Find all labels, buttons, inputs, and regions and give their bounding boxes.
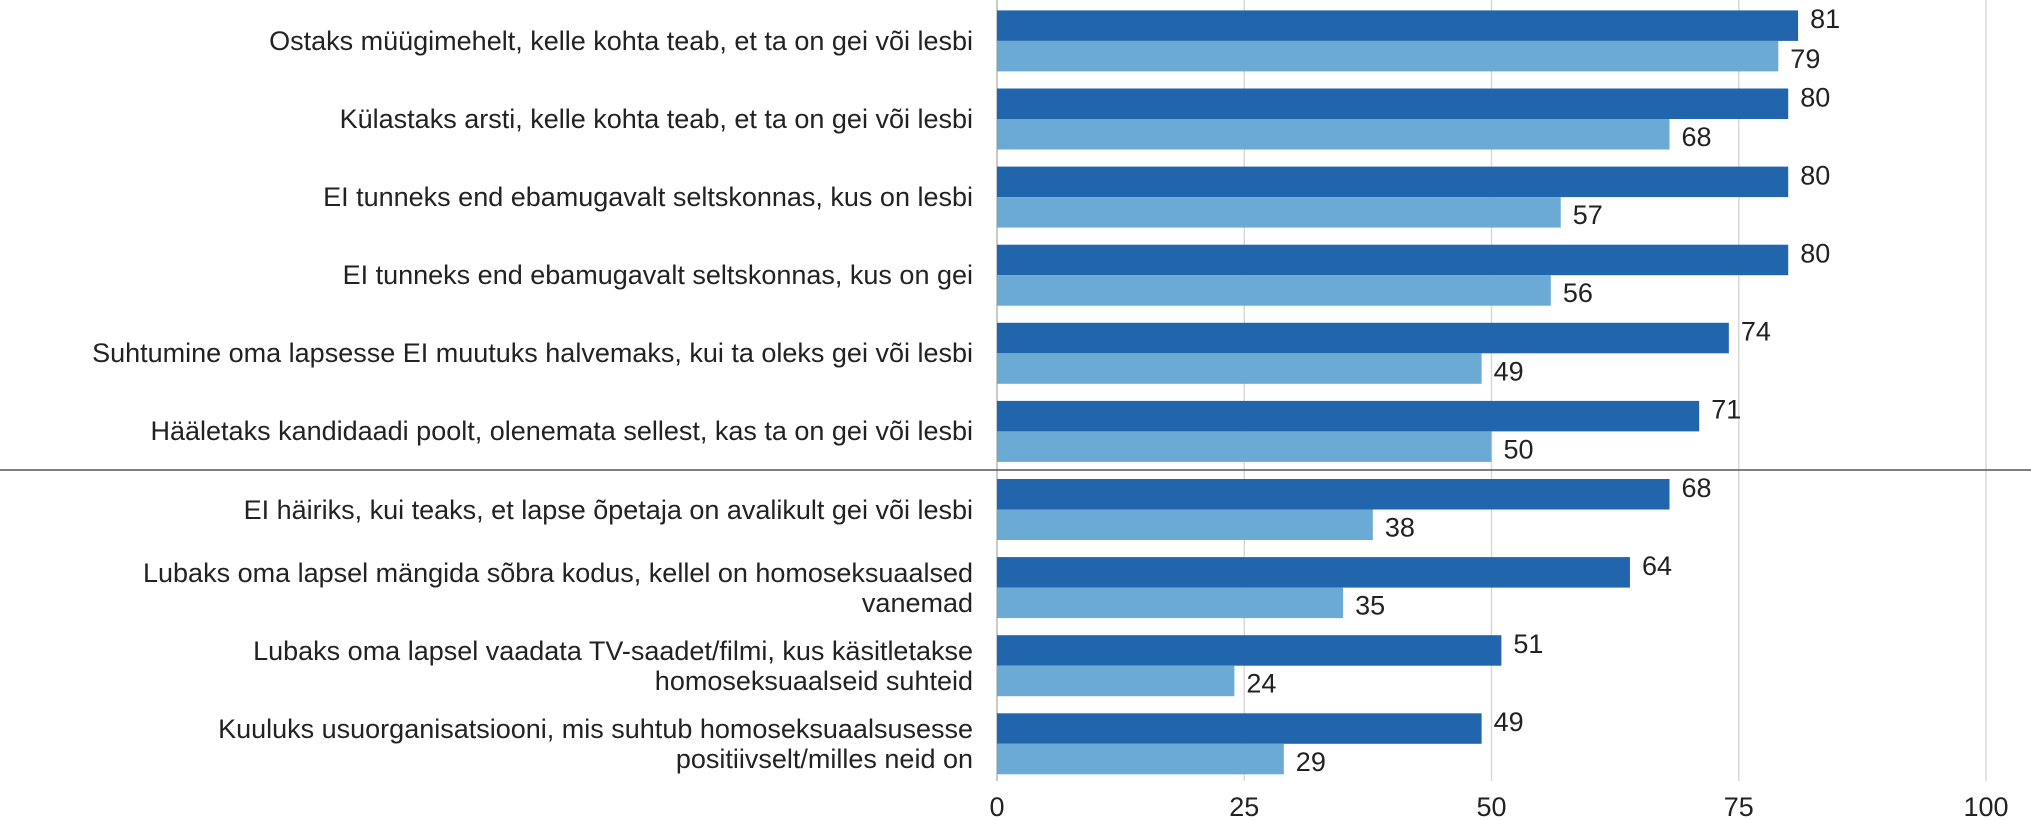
category-label: Ostaks müügimehelt, kelle kohta teab, et… bbox=[269, 25, 973, 56]
bar bbox=[997, 400, 1700, 432]
bar bbox=[997, 10, 1799, 41]
value-label: 50 bbox=[1504, 434, 1534, 464]
category-label: Lubaks oma lapsel mängida sõbra kodus, k… bbox=[143, 557, 973, 618]
bar bbox=[997, 509, 1373, 540]
value-label: 49 bbox=[1494, 707, 1524, 737]
value-label: 24 bbox=[1246, 669, 1276, 699]
category-label: EI tunneks end ebamugavalt seltskonnas, … bbox=[342, 260, 973, 291]
bar bbox=[997, 713, 1482, 744]
bar bbox=[997, 322, 1729, 354]
value-label: 64 bbox=[1642, 551, 1672, 581]
x-tick-label: 25 bbox=[1229, 792, 1259, 820]
value-label: 80 bbox=[1800, 239, 1830, 269]
value-label: 56 bbox=[1563, 278, 1593, 308]
value-label: 74 bbox=[1741, 317, 1771, 347]
x-tick-label: 50 bbox=[1476, 792, 1506, 820]
value-label: 81 bbox=[1810, 4, 1840, 34]
bar bbox=[997, 587, 1344, 619]
category-label: Hääletaks kandidaadi poolt, olenemata se… bbox=[150, 416, 974, 447]
bar bbox=[997, 275, 1551, 306]
value-label: 68 bbox=[1682, 122, 1712, 152]
category-label: EI häiriks, kui teaks, et lapse õpetaja … bbox=[243, 494, 973, 525]
category-label: Lubaks oma lapsel vaadata TV-saadet/film… bbox=[253, 635, 973, 696]
bar bbox=[997, 635, 1502, 666]
bar bbox=[997, 665, 1235, 697]
value-label: 38 bbox=[1385, 512, 1415, 542]
bar bbox=[997, 479, 1670, 510]
value-label: 29 bbox=[1296, 747, 1326, 777]
bar bbox=[997, 244, 1789, 276]
value-label: 49 bbox=[1494, 356, 1524, 386]
bar bbox=[997, 40, 1779, 72]
value-label: 68 bbox=[1682, 473, 1712, 503]
bar bbox=[997, 119, 1670, 150]
x-tick-label: 0 bbox=[989, 792, 1004, 820]
bar bbox=[997, 557, 1630, 588]
value-label: 51 bbox=[1513, 629, 1543, 659]
value-label: 57 bbox=[1573, 200, 1603, 230]
bar bbox=[997, 88, 1789, 119]
value-label: 35 bbox=[1355, 591, 1385, 621]
bar bbox=[997, 197, 1561, 228]
category-label: Külastaks arsti, kelle kohta teab, et ta… bbox=[339, 104, 973, 134]
x-tick-label: 100 bbox=[1963, 792, 2008, 820]
category-label: EI tunneks end ebamugavalt seltskonnas, … bbox=[323, 182, 973, 213]
value-label: 79 bbox=[1790, 44, 1820, 74]
bar bbox=[997, 743, 1284, 775]
value-label: 80 bbox=[1800, 160, 1830, 190]
value-label: 71 bbox=[1711, 395, 1741, 425]
bar bbox=[997, 431, 1492, 462]
x-tick-label: 75 bbox=[1724, 792, 1754, 820]
category-label: Kuuluks usuorganisatsiooni, mis suhtub h… bbox=[218, 713, 973, 774]
value-label: 80 bbox=[1800, 82, 1830, 112]
bar bbox=[997, 166, 1789, 198]
category-label: Suhtumine oma lapsesse EI muutuks halvem… bbox=[92, 338, 973, 369]
bar bbox=[997, 353, 1482, 384]
